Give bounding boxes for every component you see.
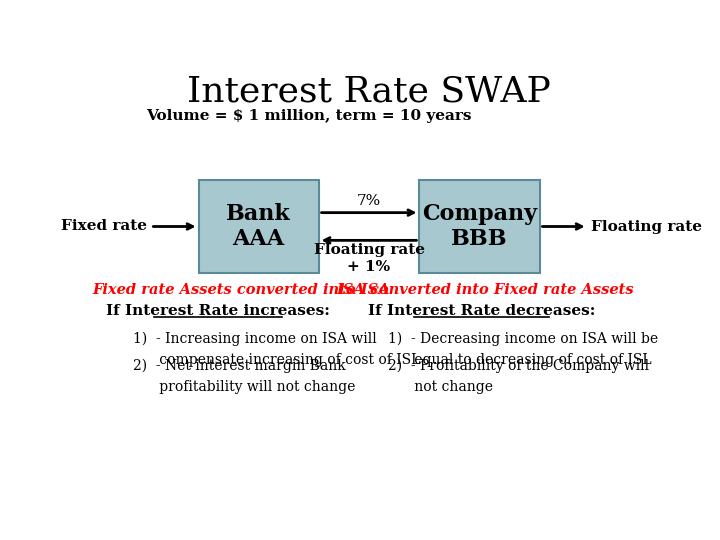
Text: If Interest Rate decreases:: If Interest Rate decreases: bbox=[368, 304, 595, 318]
Text: Fixed rate: Fixed rate bbox=[61, 219, 148, 233]
Text: ISA converted into Fixed rate Assets: ISA converted into Fixed rate Assets bbox=[336, 282, 634, 296]
Text: 2)  - Profitability of the Company will
      not change: 2) - Profitability of the Company will n… bbox=[388, 359, 649, 394]
Text: Bank
AAA: Bank AAA bbox=[226, 203, 291, 250]
Bar bbox=[419, 180, 539, 273]
Text: 1)  - Increasing income on ISA will
      compensate increasing of cost of ISL: 1) - Increasing income on ISA will compe… bbox=[132, 332, 420, 367]
Text: Interest Rate SWAP: Interest Rate SWAP bbox=[187, 75, 551, 109]
Text: 1)  - Decreasing income on ISA will be
      equal to decreasing of cost of ISL: 1) - Decreasing income on ISA will be eq… bbox=[388, 332, 659, 367]
Text: Floating rate: Floating rate bbox=[590, 219, 702, 233]
Text: 2)  - Net interest margin Bank
      profitability will not change: 2) - Net interest margin Bank profitabil… bbox=[132, 359, 355, 394]
Text: If Interest Rate increases:: If Interest Rate increases: bbox=[106, 304, 330, 318]
Text: 7%: 7% bbox=[357, 194, 381, 208]
Text: Floating rate
+ 1%: Floating rate + 1% bbox=[313, 244, 425, 274]
Bar bbox=[199, 180, 319, 273]
Text: Company
BBB: Company BBB bbox=[422, 203, 537, 250]
Text: Volume = $ 1 million, term = 10 years: Volume = $ 1 million, term = 10 years bbox=[145, 110, 472, 123]
Text: Fixed rate Assets converted into ISA: Fixed rate Assets converted into ISA bbox=[92, 282, 390, 296]
